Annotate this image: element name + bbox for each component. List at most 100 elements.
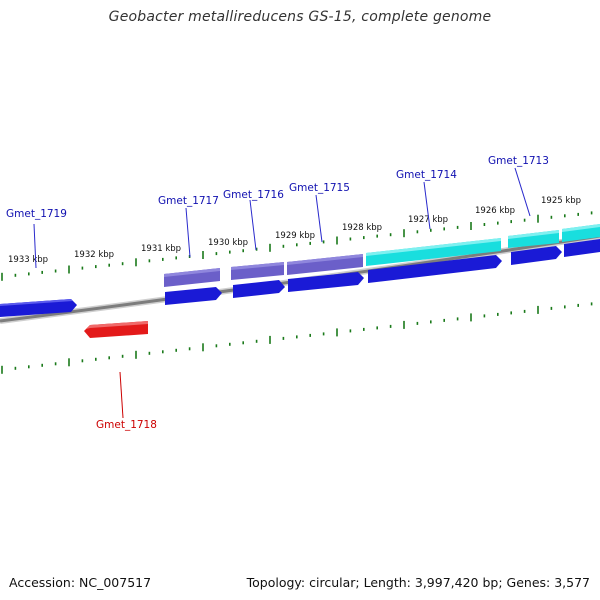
gene-arrow-gmet-1717[interactable] — [165, 287, 222, 305]
minor-tick — [81, 359, 84, 363]
kbp-label: 1926 kbp — [475, 206, 515, 216]
major-tick — [403, 229, 405, 238]
minor-tick — [175, 256, 177, 260]
minor-tick — [443, 227, 445, 231]
minor-tick — [28, 272, 30, 276]
kbp-scale: 1933 kbp 1932 kbp 1931 kbp 1930 kbp 1929… — [8, 196, 581, 265]
gene-arrow-gmet-1713[interactable] — [511, 246, 562, 265]
leader-gmet-1715 — [315, 194, 323, 243]
major-tick — [135, 258, 137, 267]
minor-tick — [215, 344, 218, 348]
minor-tick — [550, 306, 553, 310]
minor-tick — [41, 363, 43, 367]
major-tick — [470, 313, 472, 322]
minor-tick — [416, 321, 419, 325]
leader-gmet-1719 — [33, 223, 37, 269]
major-tick — [269, 335, 271, 344]
minor-tick — [430, 228, 432, 232]
minor-tick — [497, 312, 499, 316]
major-tick — [537, 305, 539, 314]
major-tick — [202, 343, 204, 352]
minor-tick — [389, 233, 392, 237]
gene-arrow-gmet-1715[interactable] — [288, 272, 364, 292]
minor-tick — [523, 218, 526, 222]
feature-block[interactable] — [287, 254, 363, 275]
gene-leader-lines — [33, 167, 531, 419]
minor-tick — [282, 244, 285, 248]
minor-tick — [577, 212, 579, 216]
kbp-label: 1933 kbp — [8, 255, 48, 265]
feature-block[interactable] — [366, 238, 501, 256]
feature-block[interactable] — [287, 254, 363, 265]
minor-tick — [322, 240, 325, 244]
major-tick — [202, 251, 204, 259]
map-title: Geobacter metallireducens GS-15, complet… — [108, 9, 492, 25]
minor-tick — [255, 247, 258, 251]
minor-tick — [148, 351, 151, 355]
feature-block[interactable] — [366, 238, 501, 266]
feature-block[interactable] — [231, 262, 284, 270]
minor-tick — [188, 347, 191, 351]
gene-arrow-gmet-1719-highlight — [0, 299, 73, 306]
major-tick — [336, 236, 338, 245]
minor-tick — [255, 339, 258, 343]
minor-tick — [510, 311, 512, 315]
major-tick — [68, 265, 70, 274]
minor-tick — [309, 241, 311, 245]
minor-tick — [309, 333, 311, 337]
minor-tick — [497, 221, 499, 225]
kbp-label: 1928 kbp — [342, 223, 382, 233]
minor-tick — [564, 305, 566, 309]
minor-tick — [242, 249, 244, 253]
minor-tick — [376, 234, 378, 238]
minor-tick — [363, 236, 365, 240]
gene-label-gmet-1713[interactable]: Gmet_1713 — [488, 155, 549, 167]
gene-label-gmet-1717[interactable]: Gmet_1717 — [158, 195, 219, 207]
feature-block[interactable] — [562, 224, 600, 232]
minor-tick — [81, 266, 84, 270]
minor-tick — [215, 252, 218, 256]
minor-tick — [175, 348, 177, 352]
minor-tick — [14, 273, 17, 277]
feature-block[interactable] — [508, 230, 559, 239]
minor-tick — [296, 335, 298, 339]
topology-label: Topology: circular; Length: 3,997,420 bp… — [246, 575, 590, 590]
minor-tick — [121, 262, 124, 266]
minor-tick — [41, 270, 43, 274]
gene-arrow-gmet-1714[interactable] — [368, 255, 502, 283]
gene-label-gmet-1714[interactable]: Gmet_1714 — [396, 169, 457, 181]
major-tick — [403, 320, 405, 329]
minor-tick — [443, 318, 445, 322]
minor-tick — [162, 257, 164, 261]
leader-gmet-1714 — [423, 181, 431, 230]
major-tick — [1, 365, 3, 374]
kbp-label: 1932 kbp — [74, 250, 114, 260]
gene-label-gmet-1719[interactable]: Gmet_1719 — [6, 208, 67, 220]
minor-tick — [523, 309, 526, 313]
minor-tick — [95, 357, 97, 361]
gene-label-gmet-1715[interactable]: Gmet_1715 — [289, 182, 350, 194]
minor-tick — [54, 362, 57, 366]
minor-tick — [376, 326, 378, 330]
minor-tick — [483, 314, 486, 318]
minor-tick — [108, 356, 110, 360]
gene-label-gmet-1716[interactable]: Gmet_1716 — [223, 189, 284, 201]
accession-label: Accession: NC_007517 — [9, 575, 152, 590]
minor-tick — [349, 237, 352, 241]
kbp-label: 1930 kbp — [208, 238, 248, 248]
feature-block[interactable] — [164, 268, 220, 277]
gene-arrow-gmet-1716[interactable] — [233, 280, 285, 298]
gene-arrow-next[interactable] — [564, 239, 600, 257]
minor-tick — [282, 336, 285, 340]
minor-tick — [54, 269, 57, 273]
major-tick — [470, 222, 472, 230]
minor-tick — [14, 366, 17, 370]
leader-gmet-1717 — [185, 207, 191, 258]
minor-tick — [389, 324, 392, 328]
gene-label-gmet-1718[interactable]: Gmet_1718 — [96, 419, 157, 431]
minor-tick — [242, 341, 244, 345]
minor-tick — [456, 225, 459, 229]
gene-arrow-gmet-1718-highlight — [86, 321, 148, 329]
minor-tick — [296, 243, 298, 247]
